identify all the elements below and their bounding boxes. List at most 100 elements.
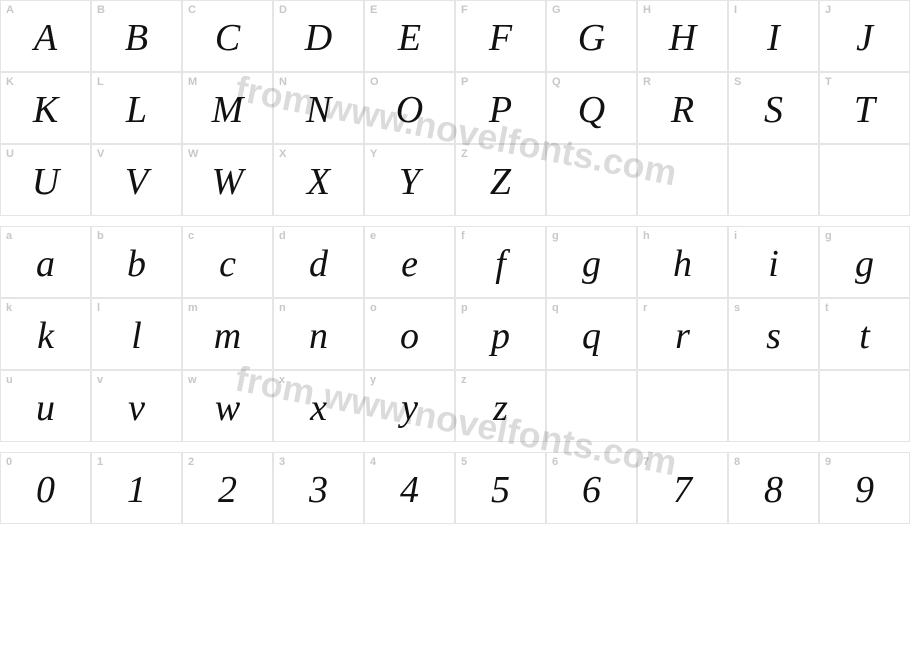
cell-label: 3 xyxy=(279,456,285,468)
cell-glyph: g xyxy=(582,245,601,283)
cell-label: 9 xyxy=(825,456,831,468)
cell-glyph: K xyxy=(33,91,58,129)
cell-label: w xyxy=(188,374,197,386)
glyph-cell-V: VV xyxy=(91,144,182,216)
glyph-cell-k: kk xyxy=(0,298,91,370)
cell-label: u xyxy=(6,374,13,386)
empty-cell xyxy=(637,370,728,442)
empty-cell xyxy=(546,144,637,216)
cell-label: V xyxy=(97,148,104,160)
empty-cell xyxy=(546,370,637,442)
glyph-cell-l: ll xyxy=(91,298,182,370)
cell-label: W xyxy=(188,148,198,160)
empty-cell xyxy=(819,144,910,216)
glyph-cell-e: ee xyxy=(364,226,455,298)
glyph-cell-z: zz xyxy=(455,370,546,442)
cell-glyph: s xyxy=(766,317,781,355)
cell-label: c xyxy=(188,230,194,242)
glyph-cell-R: RR xyxy=(637,72,728,144)
cell-label: t xyxy=(825,302,829,314)
cell-label: U xyxy=(6,148,14,160)
glyph-cell-g: gg xyxy=(819,226,910,298)
cell-glyph: N xyxy=(306,91,331,129)
cell-label: g xyxy=(552,230,559,242)
cell-glyph: g xyxy=(855,245,874,283)
glyph-cell-L: LL xyxy=(91,72,182,144)
glyph-cell-c: cc xyxy=(182,226,273,298)
cell-glyph: n xyxy=(309,317,328,355)
cell-label: M xyxy=(188,76,197,88)
cell-label: 7 xyxy=(643,456,649,468)
cell-label: G xyxy=(552,4,561,16)
cell-label: y xyxy=(370,374,376,386)
glyph-cell-h: hh xyxy=(637,226,728,298)
cell-glyph: X xyxy=(307,163,330,201)
glyph-cell-0: 00 xyxy=(0,452,91,524)
cell-glyph: G xyxy=(578,19,605,57)
cell-glyph: I xyxy=(767,19,780,57)
cell-label: v xyxy=(97,374,103,386)
glyph-cell-5: 55 xyxy=(455,452,546,524)
cell-glyph: 4 xyxy=(400,471,419,509)
cell-glyph: J xyxy=(856,19,873,57)
cell-label: m xyxy=(188,302,198,314)
cell-label: K xyxy=(6,76,14,88)
cell-label: C xyxy=(188,4,196,16)
cell-glyph: Y xyxy=(399,163,420,201)
glyph-cell-o: oo xyxy=(364,298,455,370)
cell-label: F xyxy=(461,4,468,16)
cell-glyph: z xyxy=(493,389,508,427)
glyph-cell-N: NN xyxy=(273,72,364,144)
uppercase-grid: AABBCCDDEEFFGGHHIIJJKKLLMMNNOOPPQQRRSSTT… xyxy=(0,0,911,216)
cell-glyph: u xyxy=(36,389,55,427)
cell-glyph: E xyxy=(398,19,421,57)
glyph-cell-M: MM xyxy=(182,72,273,144)
cell-glyph: b xyxy=(127,245,146,283)
cell-label: N xyxy=(279,76,287,88)
cell-glyph: L xyxy=(126,91,147,129)
cell-glyph: D xyxy=(305,19,332,57)
glyph-cell-B: BB xyxy=(91,0,182,72)
glyph-cell-1: 11 xyxy=(91,452,182,524)
cell-label: 1 xyxy=(97,456,103,468)
cell-label: f xyxy=(461,230,465,242)
cell-label: i xyxy=(734,230,737,242)
cell-label: H xyxy=(643,4,651,16)
cell-glyph: k xyxy=(37,317,54,355)
cell-label: q xyxy=(552,302,559,314)
cell-label: B xyxy=(97,4,105,16)
cell-label: A xyxy=(6,4,14,16)
cell-label: b xyxy=(97,230,104,242)
glyph-cell-w: ww xyxy=(182,370,273,442)
glyph-cell-4: 44 xyxy=(364,452,455,524)
glyph-cell-a: aa xyxy=(0,226,91,298)
cell-label: X xyxy=(279,148,286,160)
cell-label: 4 xyxy=(370,456,376,468)
glyph-cell-6: 66 xyxy=(546,452,637,524)
glyph-cell-2: 22 xyxy=(182,452,273,524)
cell-label: o xyxy=(370,302,377,314)
glyph-cell-g: gg xyxy=(546,226,637,298)
cell-glyph: Z xyxy=(490,163,511,201)
glyph-cell-K: KK xyxy=(0,72,91,144)
cell-label: k xyxy=(6,302,12,314)
cell-label: s xyxy=(734,302,740,314)
glyph-cell-q: qq xyxy=(546,298,637,370)
cell-glyph: 3 xyxy=(309,471,328,509)
cell-glyph: e xyxy=(401,245,418,283)
cell-glyph: 1 xyxy=(127,471,146,509)
cell-glyph: h xyxy=(673,245,692,283)
cell-glyph: a xyxy=(36,245,55,283)
cell-glyph: F xyxy=(489,19,512,57)
cell-label: 5 xyxy=(461,456,467,468)
glyph-cell-n: nn xyxy=(273,298,364,370)
cell-glyph: f xyxy=(495,245,506,283)
cell-glyph: 6 xyxy=(582,471,601,509)
cell-glyph: M xyxy=(212,91,244,129)
glyph-cell-s: ss xyxy=(728,298,819,370)
cell-glyph: 5 xyxy=(491,471,510,509)
glyph-cell-H: HH xyxy=(637,0,728,72)
glyph-cell-x: xx xyxy=(273,370,364,442)
cell-label: O xyxy=(370,76,379,88)
cell-label: 8 xyxy=(734,456,740,468)
